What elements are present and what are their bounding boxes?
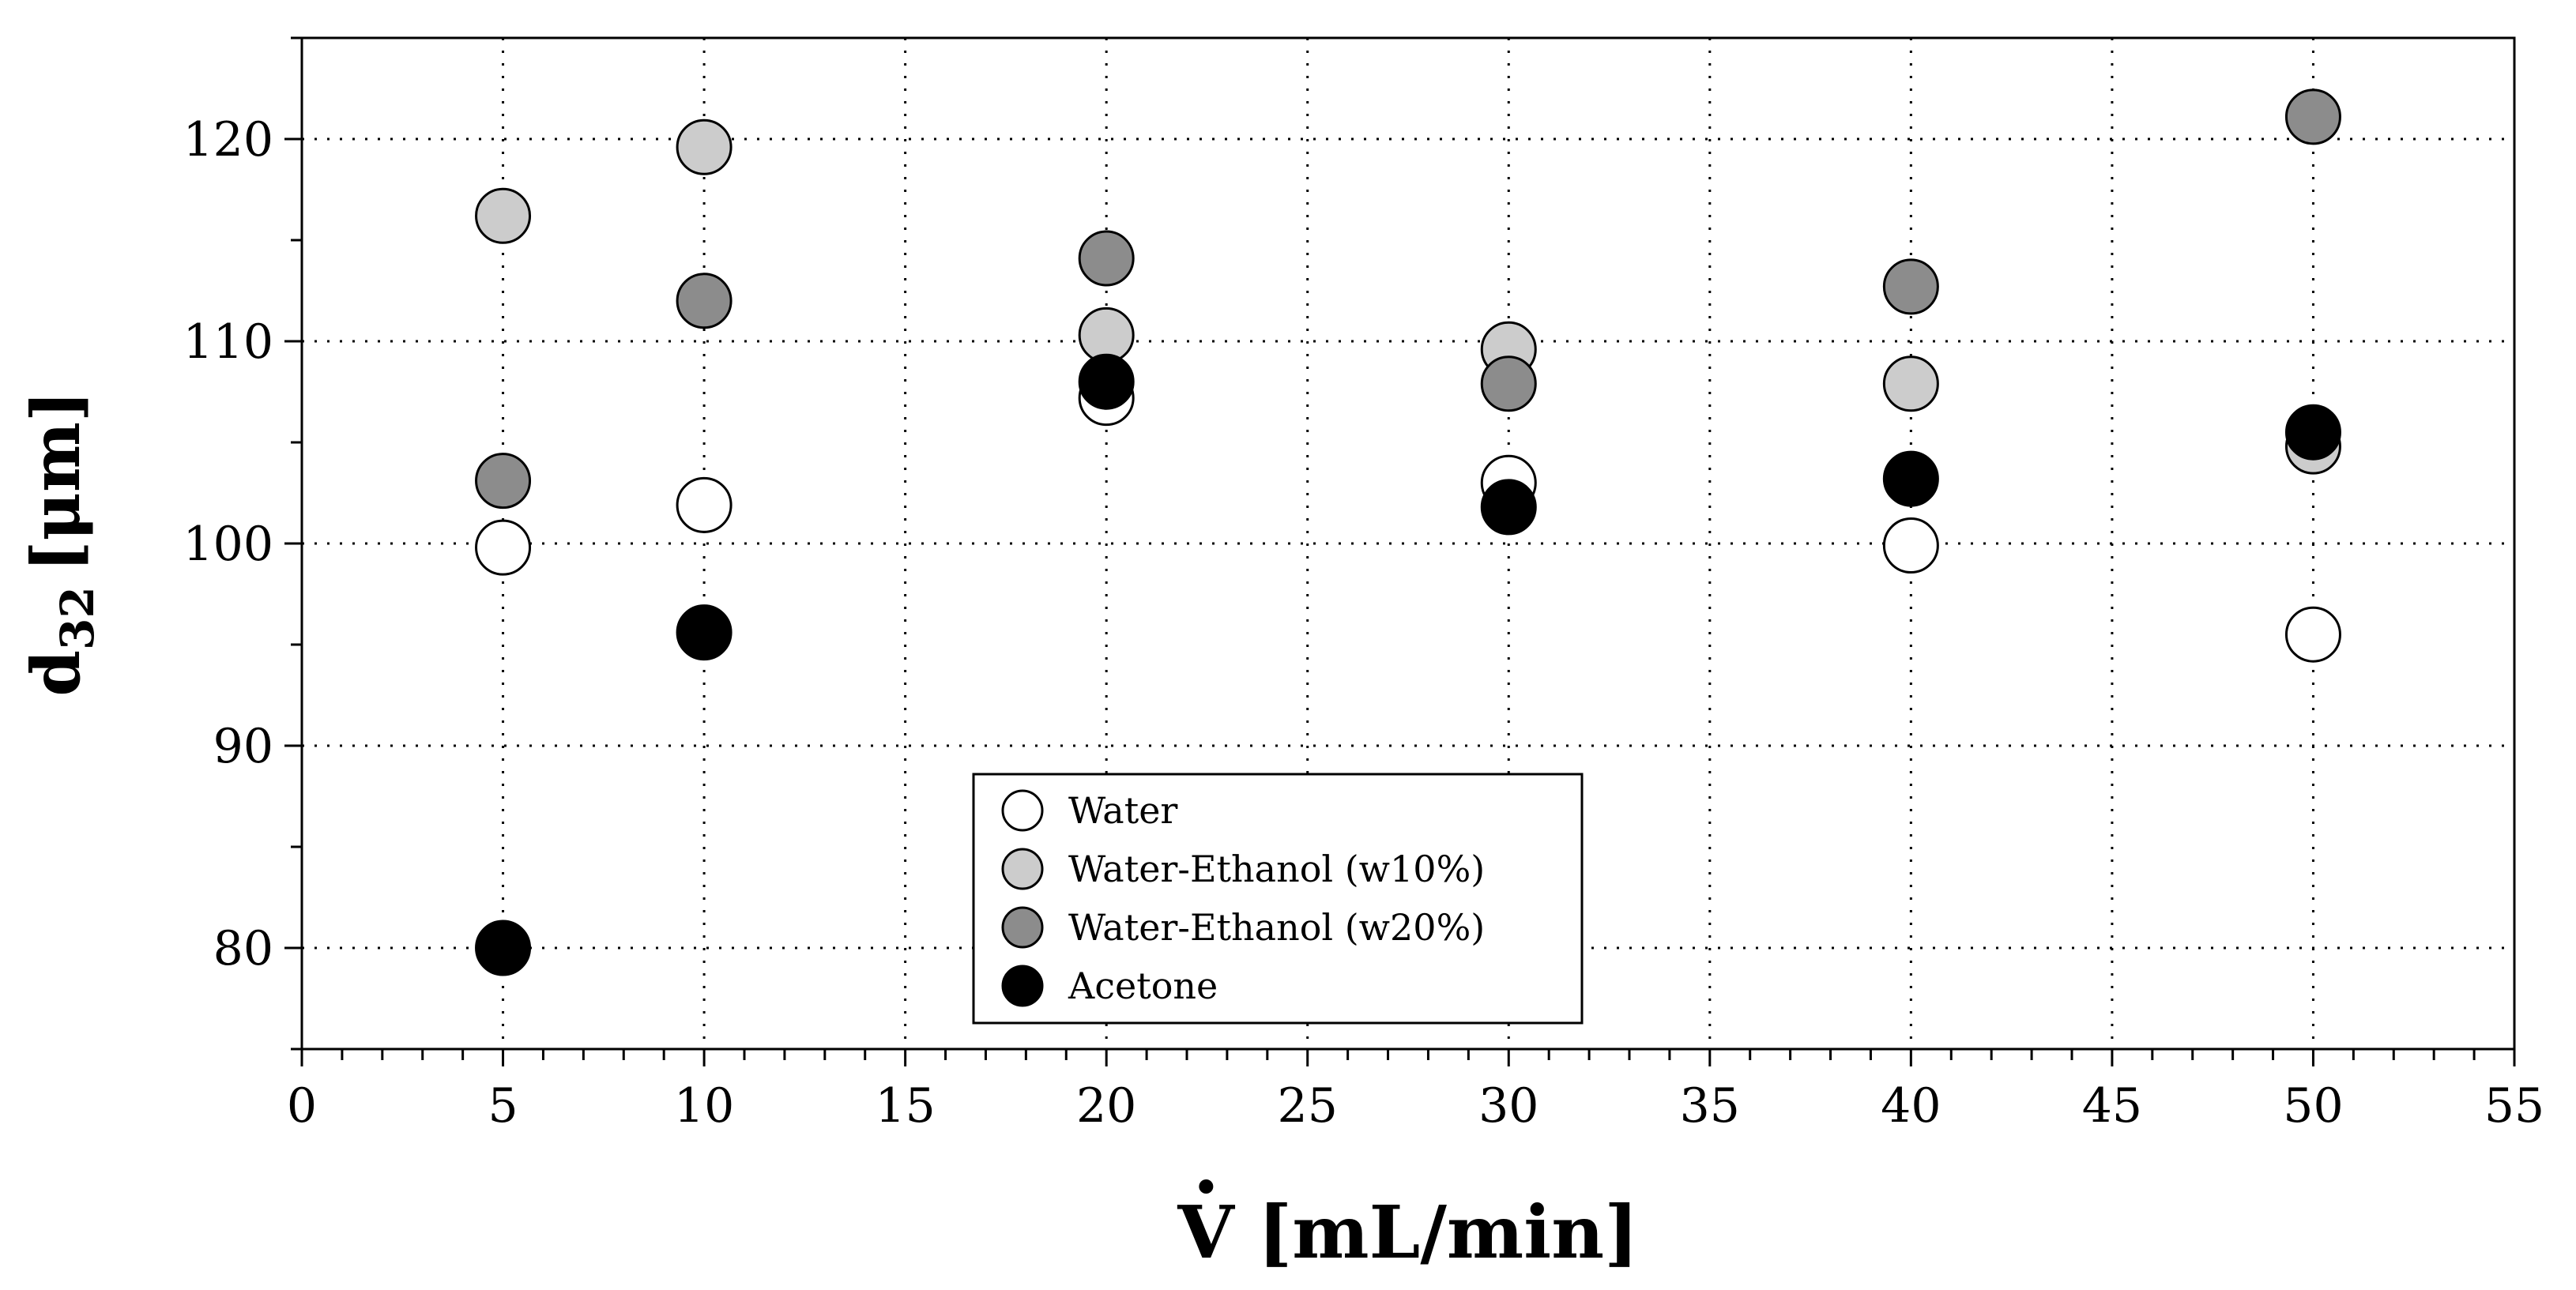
series-acetone <box>475 353 2341 976</box>
y-tick-label: 90 <box>213 719 273 774</box>
x-tick-label: 35 <box>1680 1078 1740 1134</box>
y-axis-title-main: d <box>17 650 95 697</box>
data-point <box>1882 258 1939 315</box>
axis-ticks: 0 5 10 15 20 25 30 35 40 45 50 55 80 90 100 110 120 <box>183 36 2544 1134</box>
data-point <box>1078 353 1135 410</box>
data-point <box>1882 355 1939 412</box>
series-water-ethanol-w20 <box>475 88 2341 510</box>
x-axis-title: V [mL/min] <box>1177 1179 1639 1275</box>
legend: Water Water-Ethanol (w10%) Water-Ethanol (… <box>972 773 1584 1025</box>
data-point <box>676 273 733 329</box>
data-point <box>1480 355 1537 412</box>
data-point <box>1078 230 1135 287</box>
data-point <box>2284 88 2341 145</box>
svg-text:V[mL/min]: V [mL/min] <box>1177 1190 1638 1275</box>
data-point <box>1480 479 1537 536</box>
y-tick-label: 110 <box>183 314 273 370</box>
legend-entry: Acetone <box>1001 965 1218 1007</box>
x-tick-label: 55 <box>2484 1078 2544 1134</box>
data-point <box>2284 606 2341 663</box>
x-tick-label: 10 <box>674 1078 734 1134</box>
data-point <box>676 118 733 175</box>
legend-entry: Water-Ethanol (w10%) <box>1001 848 1485 890</box>
data-point <box>475 920 532 976</box>
x-axis-title-dot <box>1199 1179 1214 1194</box>
legend-label: Water-Ethanol (w10%) <box>1068 848 1485 890</box>
y-axis-title-subscript: 32 <box>51 586 104 650</box>
data-point <box>1882 450 1939 507</box>
x-tick-label: 5 <box>488 1078 518 1134</box>
data-point <box>2284 404 2341 461</box>
x-tick-label: 40 <box>1881 1078 1941 1134</box>
data-point <box>676 476 733 533</box>
data-series <box>475 88 2341 976</box>
x-tick-label: 50 <box>2283 1078 2343 1134</box>
y-tick-label: 80 <box>213 921 273 976</box>
x-tick-label: 20 <box>1076 1078 1136 1134</box>
x-tick-label: 45 <box>2082 1078 2142 1134</box>
legend-label: Acetone <box>1068 965 1218 1007</box>
data-point <box>1882 517 1939 574</box>
legend-label: Water <box>1068 789 1177 832</box>
y-axis-title-units: [μm] <box>17 390 95 572</box>
legend-marker <box>1001 789 1044 832</box>
data-point <box>676 604 733 661</box>
legend-box <box>972 773 1584 1025</box>
legend-entry: Water-Ethanol (w20%) <box>1001 906 1485 949</box>
legend-entry: Water <box>1001 789 1177 832</box>
x-tick-label: 0 <box>287 1078 317 1134</box>
y-tick-label: 100 <box>183 517 273 572</box>
legend-marker <box>1001 848 1044 890</box>
y-tick-label: 120 <box>183 112 273 167</box>
x-tick-label: 25 <box>1278 1078 1338 1134</box>
x-axis-title-symbol: V <box>1177 1190 1235 1275</box>
data-point <box>475 519 532 576</box>
legend-marker <box>1001 906 1044 949</box>
legend-label: Water-Ethanol (w20%) <box>1068 906 1485 949</box>
data-point <box>475 453 532 510</box>
y-axis-title: d32 [μm] <box>17 390 104 696</box>
x-axis-title-units: [mL/min] <box>1258 1190 1639 1275</box>
x-tick-label: 30 <box>1478 1078 1538 1134</box>
data-point <box>475 187 532 244</box>
legend-marker <box>1001 965 1044 1007</box>
x-tick-label: 15 <box>875 1078 935 1134</box>
